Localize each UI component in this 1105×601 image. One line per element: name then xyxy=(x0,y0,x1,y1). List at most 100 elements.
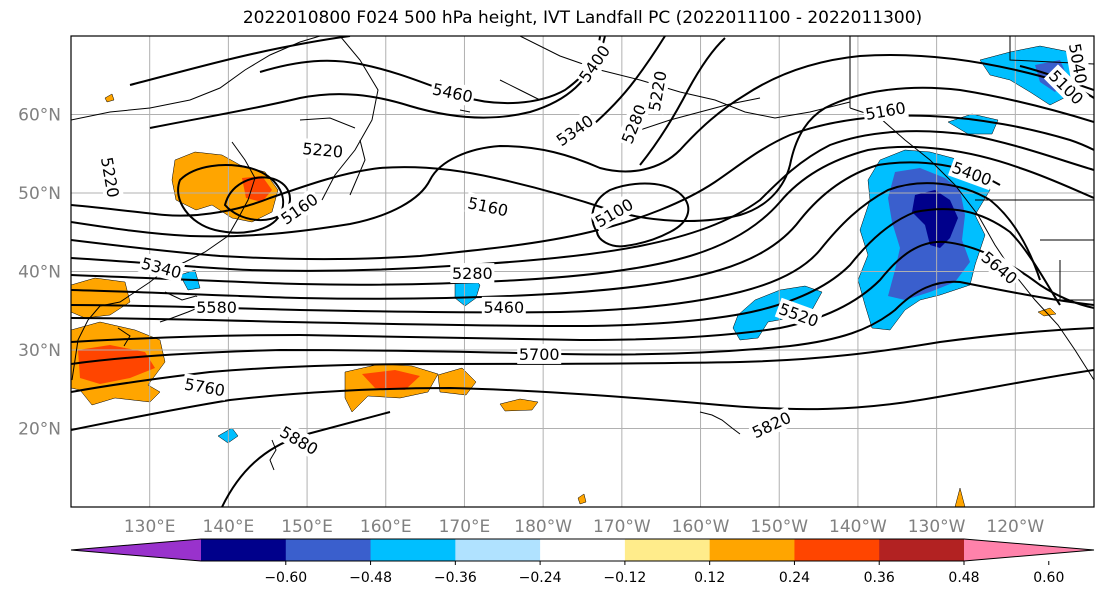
contour-5700 xyxy=(71,280,1094,365)
shade-pos-024f xyxy=(499,398,539,412)
contour-label-text: 5580 xyxy=(196,298,237,317)
lon-tick-label: 150°E xyxy=(281,517,333,537)
contour-label-halo xyxy=(194,296,239,317)
shade-pos-024b xyxy=(71,277,131,319)
lat-tick-label: 30°N xyxy=(18,341,61,361)
lon-tick-label: 160°E xyxy=(360,517,412,537)
map-frame xyxy=(70,35,1095,508)
colorbar-segment xyxy=(285,539,372,561)
coast-islands xyxy=(269,79,541,471)
contour-label-halo xyxy=(616,99,652,149)
contour-label: 5760 xyxy=(181,373,229,401)
contour-5520 xyxy=(71,182,1041,314)
contour-label-halo xyxy=(464,191,512,221)
contour-5460 xyxy=(71,161,1001,300)
shade-pos-024h xyxy=(1037,307,1057,317)
latitude-tick-labels: 20°N 30°N 40°N 50°N 60°N xyxy=(18,106,61,440)
contour-label-halo xyxy=(550,109,599,152)
contour-label-halo xyxy=(481,296,526,317)
lat-tick-label: 60°N xyxy=(18,106,61,126)
lon-tick-label: 150°W xyxy=(750,517,808,537)
contour-label-text: 5280 xyxy=(452,264,493,283)
shade-pos-036c xyxy=(362,370,420,390)
contour-label: 5160 xyxy=(862,96,909,125)
contour-5160b xyxy=(223,176,291,222)
contour-label: 5460 xyxy=(429,78,477,107)
contour-upper-e xyxy=(639,37,726,166)
lon-tick-label: 120°W xyxy=(986,517,1044,537)
colorbar-segment xyxy=(201,539,287,561)
contour-label-halo xyxy=(137,252,186,283)
contour-label-halo xyxy=(976,245,1023,290)
contour-label-halo xyxy=(450,263,495,284)
lon-tick-label: 140°W xyxy=(829,517,887,537)
coast-border xyxy=(849,36,1094,301)
coast-hawaii xyxy=(699,411,741,435)
contour-label-halo xyxy=(96,153,125,201)
colorbar-label: 0.24 xyxy=(779,570,810,586)
contour-label-halo xyxy=(300,137,346,162)
contour-5100 xyxy=(591,182,690,248)
contour-label-text: 5160 xyxy=(466,193,510,220)
shade-neg-048 xyxy=(912,190,958,248)
colorbar-segment xyxy=(370,539,456,561)
contour-5400 xyxy=(71,145,1094,286)
colorbar-segment xyxy=(879,539,965,561)
lon-tick-label: 130°E xyxy=(124,517,176,537)
colorbar-label: −0.36 xyxy=(434,570,477,586)
contour-label: 5880 xyxy=(275,420,324,460)
colorbar-label: −0.12 xyxy=(603,570,646,586)
colorbar-label: −0.48 xyxy=(349,570,392,586)
map-title: 2022010800 F024 500 hPa height, IVT Land… xyxy=(242,8,923,28)
colorbar-segment xyxy=(540,539,626,561)
contour-5220 xyxy=(71,54,1094,238)
contour-label-halo xyxy=(747,406,796,443)
contour-label-text: 5820 xyxy=(749,408,794,442)
contour-label-text: 5700 xyxy=(519,345,560,364)
contour-label-halo xyxy=(275,187,323,230)
contour-5820 xyxy=(71,369,1094,431)
contour-label-halo xyxy=(862,96,909,125)
contour-label-text: 5460 xyxy=(431,79,475,106)
lon-tick-label: 140°E xyxy=(203,517,255,537)
contour-5340 xyxy=(71,130,1094,272)
lon-tick-label: 180°W xyxy=(514,517,572,537)
contour-label: 5820 xyxy=(747,406,796,443)
contour-label-halo xyxy=(1064,40,1092,87)
contour-label: 5220 xyxy=(643,67,671,115)
contour-label-text: 5220 xyxy=(302,139,344,161)
contour-label-text: 5160 xyxy=(864,98,907,124)
contour-5760 xyxy=(71,327,1094,393)
colorbar-segment xyxy=(709,539,795,561)
contour-label: 5220 xyxy=(300,137,346,162)
shade-pos-024g xyxy=(954,487,966,507)
contour-upper-a xyxy=(129,36,351,86)
shade-pos-036b xyxy=(78,345,155,384)
contour-label: 5700 xyxy=(517,343,562,364)
contour-label-halo xyxy=(589,192,639,233)
lat-tick-label: 40°N xyxy=(18,263,61,283)
shade-pos-024i xyxy=(104,93,115,103)
contour-label-halo xyxy=(517,343,562,364)
colorbar-segment xyxy=(624,539,711,561)
colorbar-label: 0.12 xyxy=(694,570,725,586)
coastlines xyxy=(71,36,1094,471)
colorbar-label: 0.48 xyxy=(948,570,979,586)
contour-label-text: 5880 xyxy=(277,422,322,459)
shade-pos-024j xyxy=(577,493,587,505)
lat-tick-label: 20°N xyxy=(18,420,61,440)
contour-label: 5280 xyxy=(450,263,495,284)
colorbar-label: −0.24 xyxy=(519,570,562,586)
colorbar: −0.60 −0.48 −0.36 −0.24 −0.12 0.12 0.24 0.36 0.4… xyxy=(70,538,1095,586)
contour-label-halo xyxy=(181,373,229,401)
contour-label-halo xyxy=(643,67,671,115)
contour-label: 5160 xyxy=(464,191,512,221)
lon-tick-label: 160°W xyxy=(672,517,730,537)
contour-label-halo xyxy=(774,297,823,332)
contour-label-text: 5760 xyxy=(183,374,226,400)
colorbar-segment xyxy=(455,539,541,561)
lon-tick-label: 170°W xyxy=(593,517,651,537)
contour-label-text: 5220 xyxy=(645,69,671,112)
